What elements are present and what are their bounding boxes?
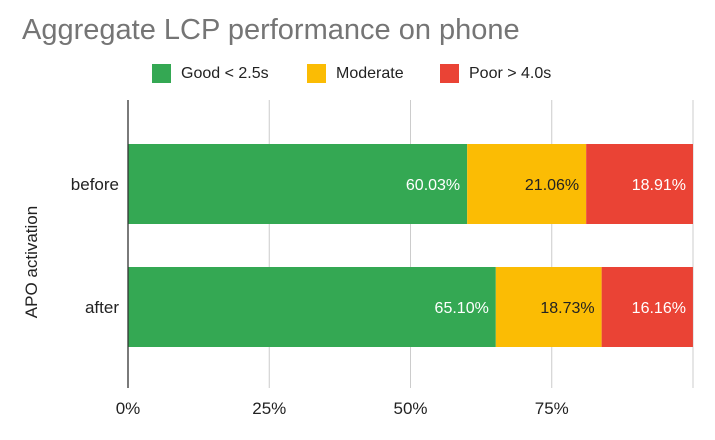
bar-after-2	[601, 267, 693, 347]
y-tick-label-0: before	[71, 175, 119, 194]
data-label-before-0: 60.03%	[406, 177, 460, 194]
data-label-before-1: 21.06%	[525, 177, 579, 194]
data-label-before-2: 18.91%	[632, 177, 686, 194]
bar-before-0	[128, 144, 468, 224]
legend-label-poor: Poor > 4.0s	[469, 64, 552, 82]
legend-swatch-good	[152, 64, 171, 83]
legend-label-moderate: Moderate	[336, 64, 404, 82]
x-tick-label-2: 50%	[393, 399, 427, 418]
legend-swatch-poor	[440, 64, 459, 83]
x-tick-label-1: 25%	[252, 399, 286, 418]
bar-after-0	[128, 267, 496, 347]
data-label-after-2: 16.16%	[632, 300, 686, 317]
bar-after-1	[495, 267, 602, 347]
bar-before-1	[467, 144, 587, 224]
data-label-after-0: 65.10%	[435, 300, 489, 317]
data-label-after-1: 18.73%	[540, 300, 594, 317]
x-tick-label-0: 0%	[116, 399, 141, 418]
legend-swatch-moderate	[307, 64, 326, 83]
y-tick-label-1: after	[85, 298, 119, 317]
x-tick-label-3: 75%	[535, 399, 569, 418]
legend-item-poor: Poor > 4.0s	[440, 64, 551, 83]
legend-item-good: Good < 2.5s	[152, 64, 269, 83]
legend-item-moderate: Moderate	[307, 64, 404, 83]
legend-label-good: Good < 2.5s	[181, 64, 269, 82]
chart-title: Aggregate LCP performance on phone	[22, 14, 520, 46]
bar-before-2	[586, 144, 693, 224]
legend: Good < 2.5s Moderate Poor > 4.0s	[0, 64, 715, 86]
